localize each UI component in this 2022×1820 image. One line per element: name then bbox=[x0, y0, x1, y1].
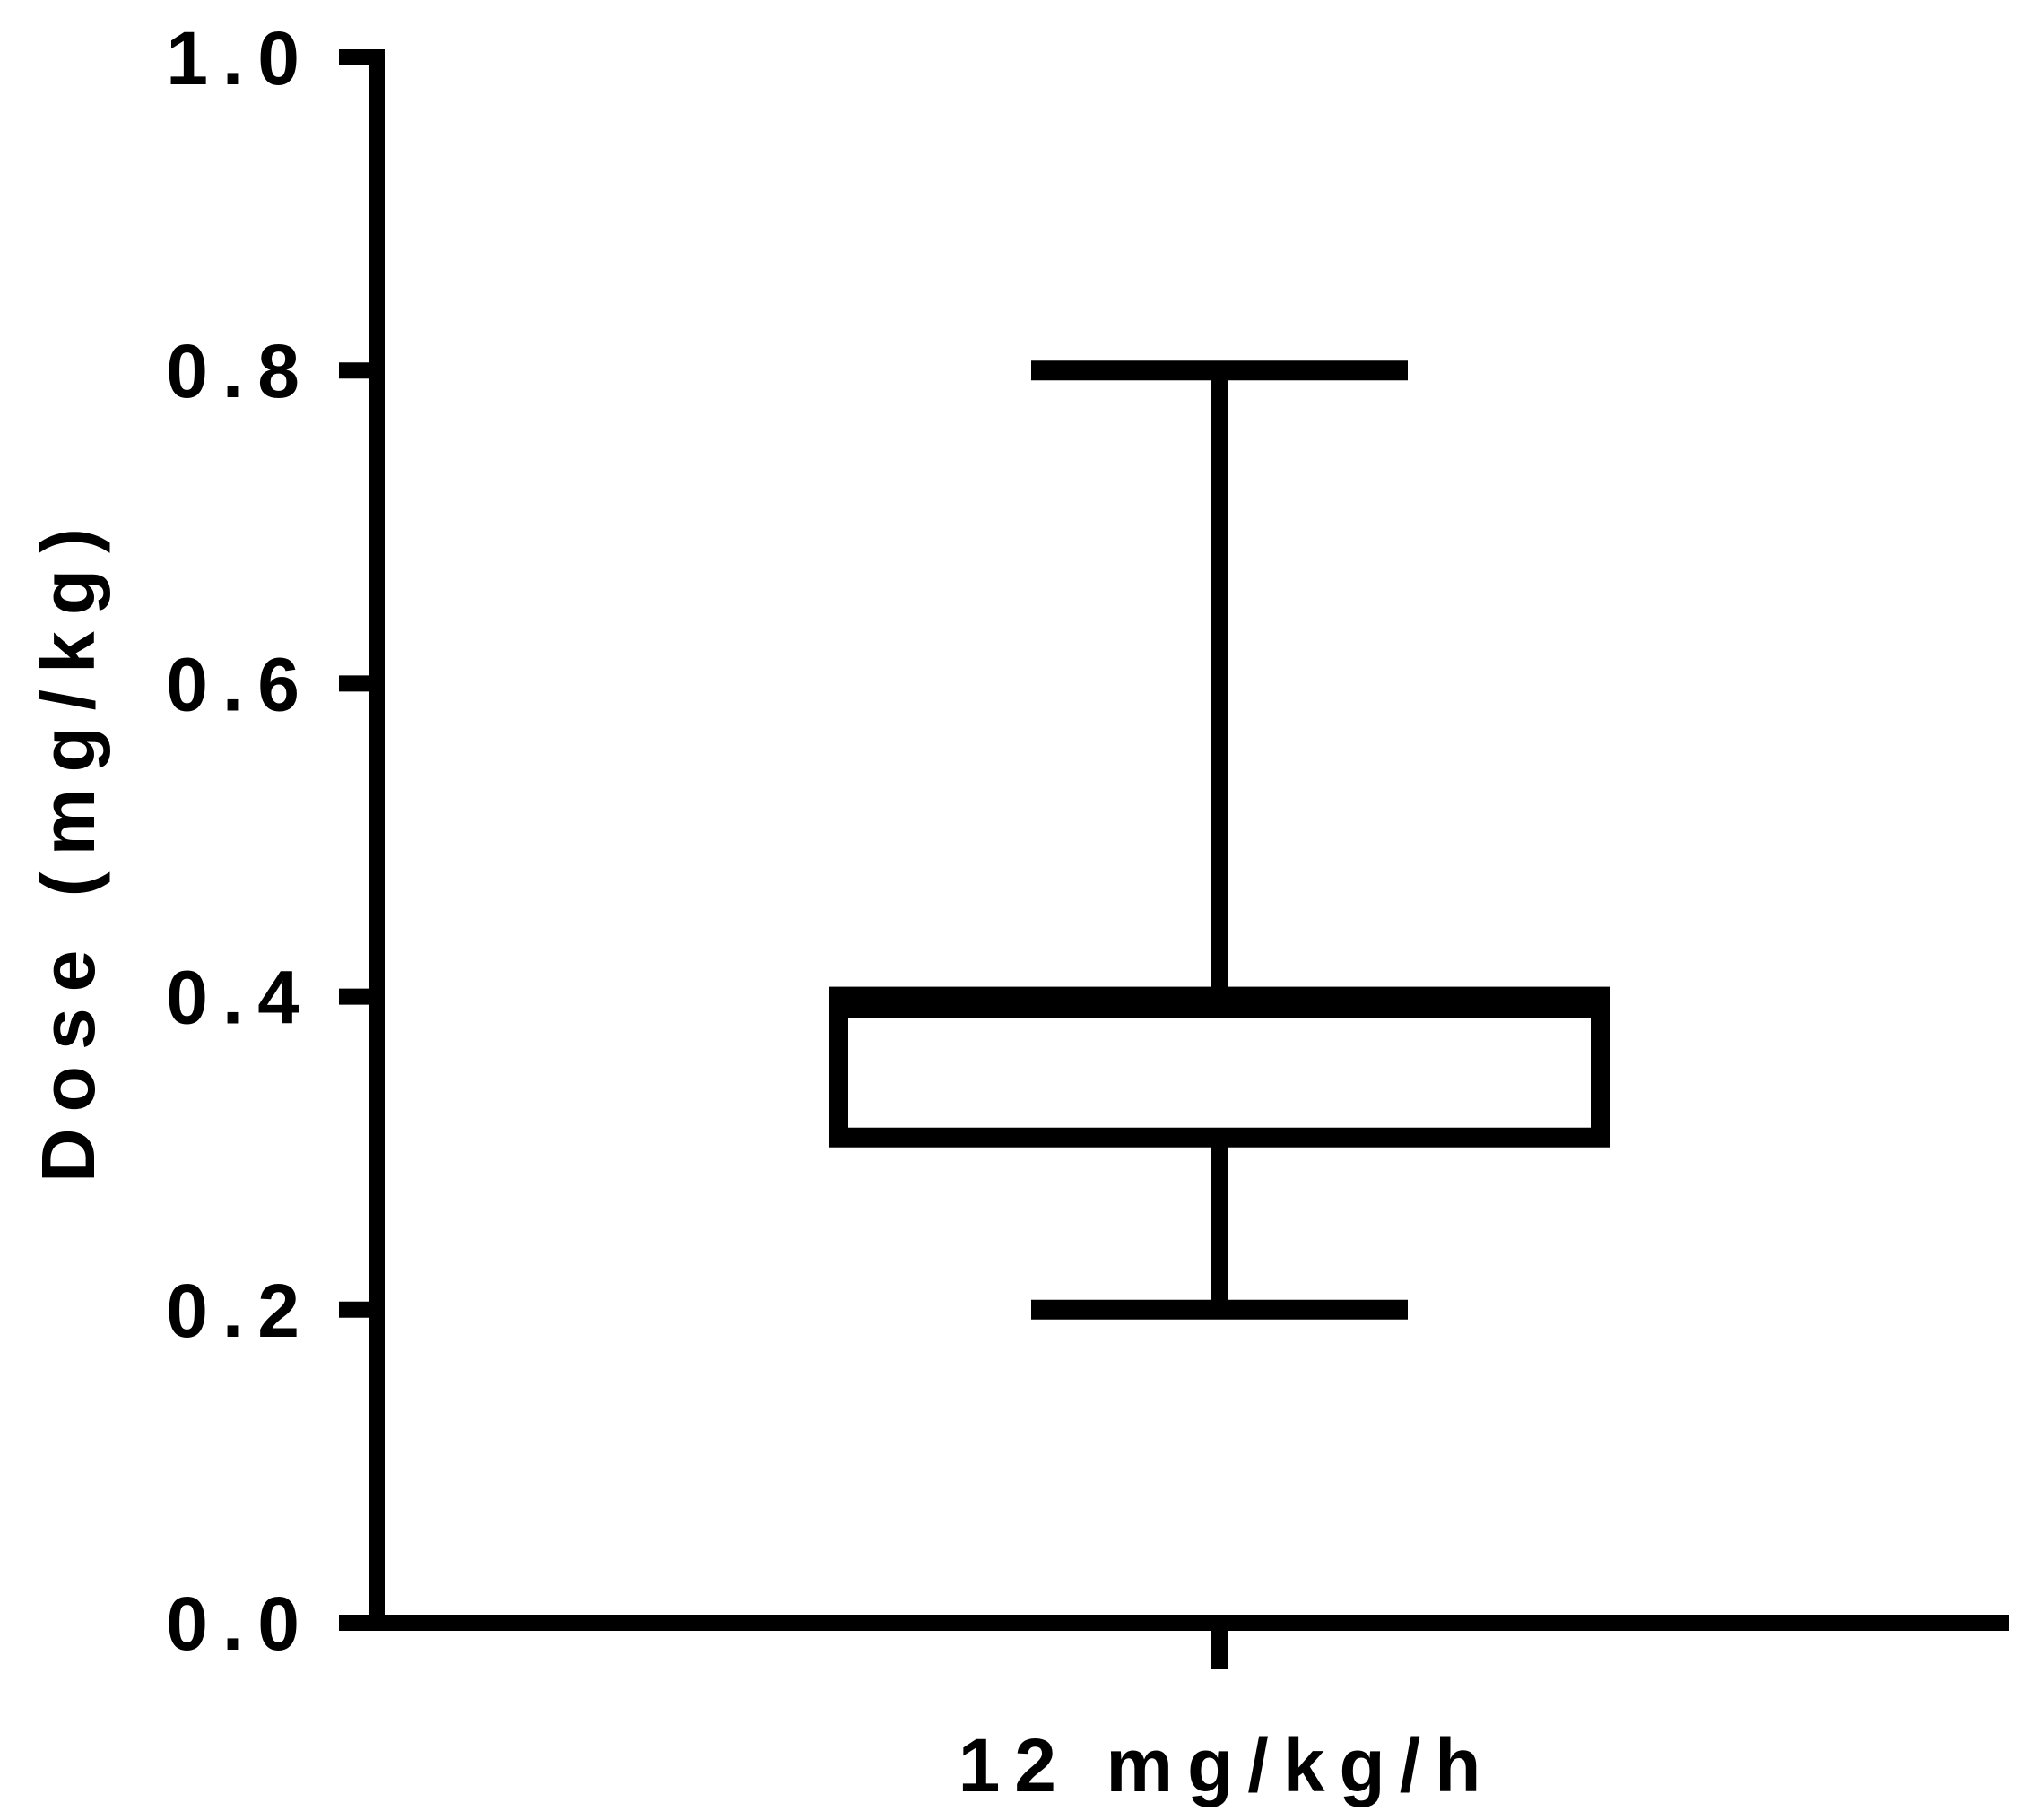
y-tick-label: 0.0 bbox=[166, 1582, 314, 1666]
box-iqr bbox=[829, 986, 1610, 1148]
x-axis: 12 mg/kg/h bbox=[377, 1615, 2009, 1807]
y-tick-label: 1.0 bbox=[166, 16, 314, 100]
y-tick-label: 0.8 bbox=[166, 329, 314, 413]
y-tick-label: 0.4 bbox=[166, 956, 314, 1040]
y-tick-label: 0.6 bbox=[166, 642, 314, 726]
y-axis-title: Dose (mg/kg) bbox=[26, 512, 110, 1183]
y-tick-label: 0.2 bbox=[166, 1269, 314, 1353]
box-plot-series bbox=[829, 360, 1610, 1320]
x-tick-label: 12 mg/kg/h bbox=[959, 1723, 1496, 1807]
y-axis: 0.0 0.2 0.4 0.6 0.8 1.0 bbox=[166, 16, 385, 1666]
